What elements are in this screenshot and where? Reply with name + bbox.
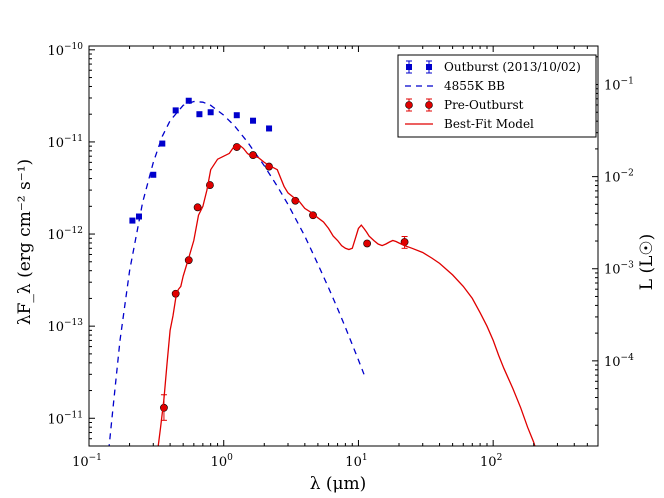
x-tick-label: 100 (211, 453, 234, 470)
series-0 (129, 97, 273, 224)
x-axis-label: λ (μm) (310, 474, 367, 494)
x-tick-label: 102 (480, 453, 502, 470)
outburst-point (150, 171, 157, 178)
x-tick-label: 10−1 (72, 453, 102, 470)
y-tick-label-right: 10−1 (604, 77, 634, 94)
bb-curve (108, 100, 365, 446)
legend-label-preoutburst: Pre-Outburst (444, 98, 524, 112)
series-2 (160, 143, 409, 421)
y-axis-label-right: L (L☉) (637, 234, 657, 291)
outburst-point (129, 217, 136, 224)
legend: Outburst (2013/10/02) 4855K BB Pre-Outbu… (397, 54, 597, 138)
y-tick-label-right: 10−3 (604, 261, 634, 278)
legend-label-bb: 4855K BB (444, 79, 505, 93)
preoutburst-point (193, 203, 202, 212)
legend-key-outburst (406, 60, 432, 74)
outburst-point (250, 117, 257, 124)
plot-frame (88, 45, 599, 447)
preoutburst-point (160, 403, 168, 412)
y-tick-label-left: 10−10 (47, 42, 83, 59)
y-tick-label-left: 10−11 (47, 134, 83, 151)
model-curve (157, 144, 536, 446)
outburst-point (159, 140, 166, 147)
outburst-point (266, 125, 273, 132)
y-tick-label-right: 10−4 (604, 353, 634, 370)
outburst-point (233, 112, 240, 119)
x-tick-label: 101 (345, 453, 367, 470)
series-layer (108, 97, 536, 446)
legend-label-model: Best-Fit Model (444, 117, 534, 131)
preoutburst-point (309, 211, 317, 220)
legend-label-outburst: Outburst (2013/10/02) (444, 60, 581, 74)
ticks-layer: 10−1 100 101 102 10−11 10−13 10−12 10−11 10−10 10… (47, 42, 634, 470)
outburst-point (185, 97, 192, 104)
y-tick-label-left: 10−12 (47, 226, 83, 243)
preoutburst-point (363, 239, 372, 248)
outburst-point (207, 109, 214, 116)
y-tick-label-right: 10−2 (604, 169, 634, 186)
legend-key-preoutburst (405, 98, 433, 112)
outburst-point (172, 107, 179, 114)
outburst-point (196, 111, 203, 118)
outburst-point (135, 213, 142, 220)
y-tick-label-left: 10−11 (47, 410, 83, 427)
series-3 (157, 144, 536, 446)
series-1 (108, 100, 365, 446)
y-tick-label-left: 10−13 (47, 318, 83, 335)
y-axis-label-left: λF_λ (erg cm⁻² s⁻¹) (15, 159, 35, 325)
